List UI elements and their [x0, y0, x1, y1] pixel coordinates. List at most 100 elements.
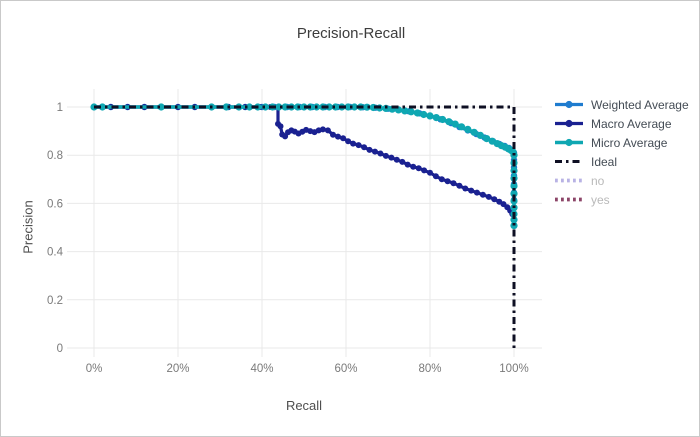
data-point [331, 103, 340, 111]
data-point [377, 150, 384, 157]
data-point [275, 103, 283, 111]
data-point [401, 107, 409, 115]
y-tick-label: 1 [57, 102, 63, 114]
data-point [388, 154, 395, 161]
data-point [462, 185, 469, 192]
data-point [421, 167, 428, 174]
legend-sample-yes [555, 197, 583, 202]
legend-item-yes[interactable]: yes [554, 190, 689, 209]
x-tick-label: 60% [334, 363, 357, 375]
data-point [426, 112, 434, 120]
data-point [261, 103, 269, 111]
y-tick-label: 0.8 [47, 150, 63, 162]
data-point [413, 109, 421, 117]
legend-sample-ideal [555, 160, 583, 163]
data-point [451, 120, 459, 128]
legend: Weighted Average Macro Average Micro Avera… [554, 95, 689, 209]
legend-sample-micro-average [555, 138, 583, 147]
data-point [324, 127, 331, 134]
x-tick-label: 100% [499, 363, 528, 375]
data-point [363, 103, 371, 111]
data-point [382, 152, 389, 159]
series-macro-average[interactable] [91, 104, 517, 229]
data-point [410, 163, 417, 170]
series-ideal[interactable] [94, 105, 516, 348]
data-point [399, 158, 406, 165]
data-point [335, 133, 341, 140]
data-point [457, 123, 466, 131]
legend-item-micro-average[interactable]: Micro Average [554, 133, 689, 152]
data-point [464, 125, 472, 133]
data-point [355, 142, 362, 149]
y-tick-label: 0 [57, 343, 63, 355]
data-point [444, 178, 451, 185]
legend-item-no[interactable]: no [554, 171, 689, 190]
legend-item-macro-average[interactable]: Macro Average [554, 114, 689, 133]
data-point [445, 118, 453, 126]
data-point [404, 161, 411, 168]
chart-title: Precision-Recall [296, 25, 406, 42]
data-point [366, 146, 373, 153]
data-point [438, 176, 445, 183]
data-point [157, 103, 165, 111]
data-point [420, 110, 428, 119]
data-point [510, 182, 518, 190]
data-point [344, 103, 352, 111]
legend-label-macro-average: Macro Average [591, 116, 672, 131]
data-point [281, 103, 289, 111]
data-point [325, 103, 333, 111]
data-point [319, 126, 326, 133]
series-weighted-average[interactable] [90, 103, 518, 203]
x-tick-label: 20% [166, 363, 189, 375]
y-tick-label: 0.4 [47, 247, 64, 259]
y-tick-label: 0.6 [47, 198, 63, 210]
legend-label-micro-average: Micro Average [591, 135, 668, 150]
legend-label-yes: yes [591, 192, 610, 207]
data-point [427, 169, 433, 176]
data-point [491, 196, 498, 203]
x-axis-title: Recall [285, 398, 323, 413]
data-point [345, 138, 352, 145]
x-tick-label: 0% [86, 363, 103, 375]
legend-label-weighted-average: Weighted Average [591, 97, 689, 112]
legend-item-ideal[interactable]: Ideal [554, 152, 689, 171]
series-micro-average[interactable] [90, 103, 518, 230]
data-point [468, 187, 475, 194]
legend-sample-weighted-average [555, 100, 583, 109]
data-point [510, 216, 518, 224]
data-point [393, 156, 400, 163]
y-axis-title: Precision [20, 200, 36, 254]
data-point [439, 115, 447, 124]
legend-sample-macro-average [555, 119, 583, 128]
legend-label-no: no [591, 173, 605, 188]
data-point [330, 131, 336, 138]
data-point [407, 108, 415, 116]
y-tick-label: 0.2 [47, 295, 63, 307]
data-point [340, 135, 347, 142]
legend-sample-no [555, 178, 583, 183]
data-point [456, 182, 463, 189]
data-point [450, 180, 457, 187]
data-point [510, 222, 518, 230]
legend-label-ideal: Ideal [591, 154, 618, 169]
data-point [474, 189, 480, 196]
x-tick-label: 40% [250, 363, 273, 375]
data-point [350, 140, 357, 147]
legend-item-weighted-average[interactable]: Weighted Average [554, 95, 689, 114]
data-point [510, 190, 518, 198]
data-point [222, 103, 230, 111]
data-point [372, 148, 378, 155]
data-point [432, 173, 439, 180]
data-point [415, 165, 422, 172]
data-point [98, 103, 106, 111]
data-point [432, 114, 440, 122]
data-point [485, 193, 492, 200]
x-tick-label: 80% [418, 363, 441, 375]
data-point [483, 135, 491, 143]
data-point [277, 123, 284, 130]
tick-labels: 0% 20% 40% 60% 80% 100% 0 0.2 0.4 0.6 0.8 1 [47, 102, 529, 375]
data-point [470, 128, 478, 136]
data-point [245, 103, 253, 111]
